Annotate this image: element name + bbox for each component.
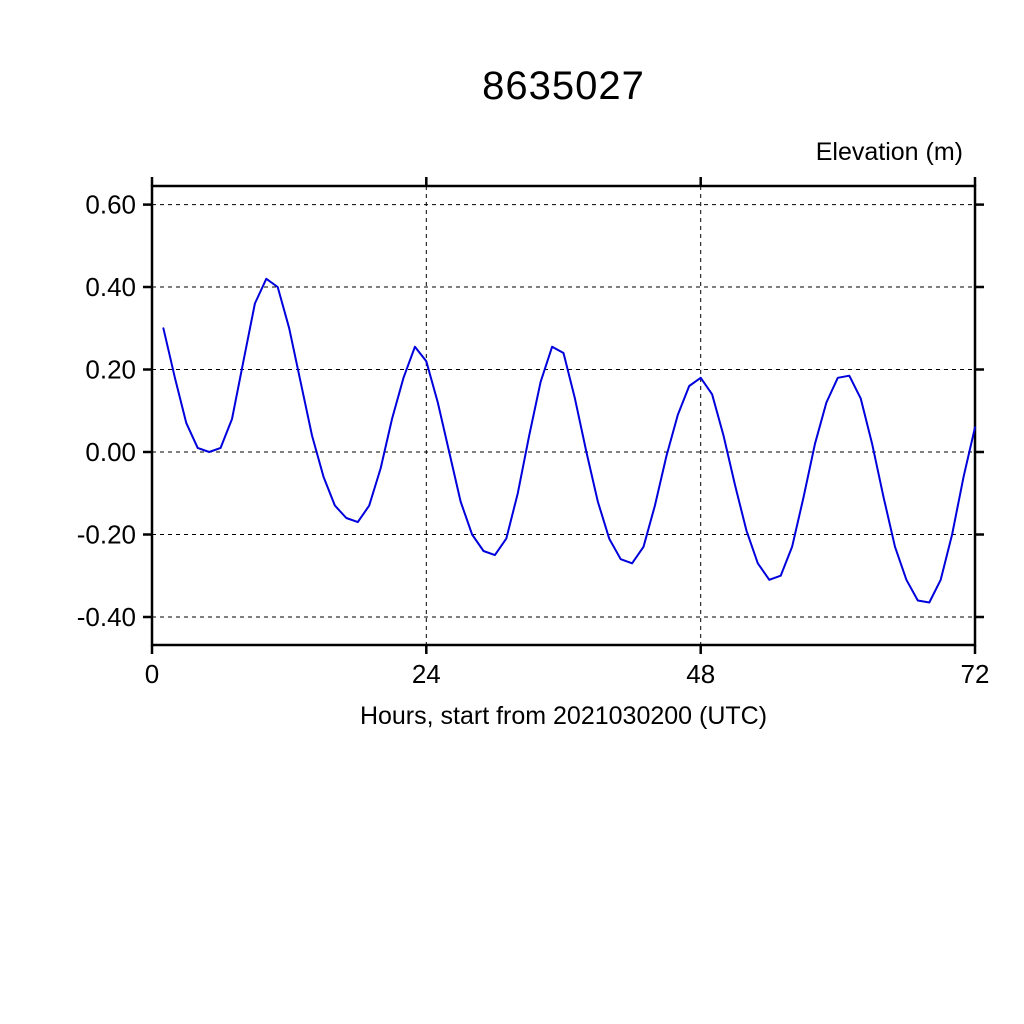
y-axis-label: Elevation (m) [815, 138, 963, 166]
plot-frame [150, 184, 977, 647]
y-tick-label: 0.00 [85, 437, 136, 467]
y-tick-label: 0.20 [85, 355, 136, 385]
elevation-line [162, 277, 976, 604]
x-tick-label: 72 [961, 659, 990, 689]
x-tick-label: 24 [412, 659, 441, 689]
y-tick-label: -0.20 [77, 520, 136, 550]
y-tick-label: 0.40 [85, 272, 136, 302]
y-tick-label: 0.60 [85, 190, 136, 220]
x-tick-label: 0 [145, 659, 159, 689]
y-tick-label: -0.40 [77, 602, 136, 632]
x-axis-label: Hours, start from 2021030200 (UTC) [359, 702, 768, 730]
chart-title: 8635027 [482, 64, 645, 108]
x-tick-label: 48 [686, 659, 715, 689]
